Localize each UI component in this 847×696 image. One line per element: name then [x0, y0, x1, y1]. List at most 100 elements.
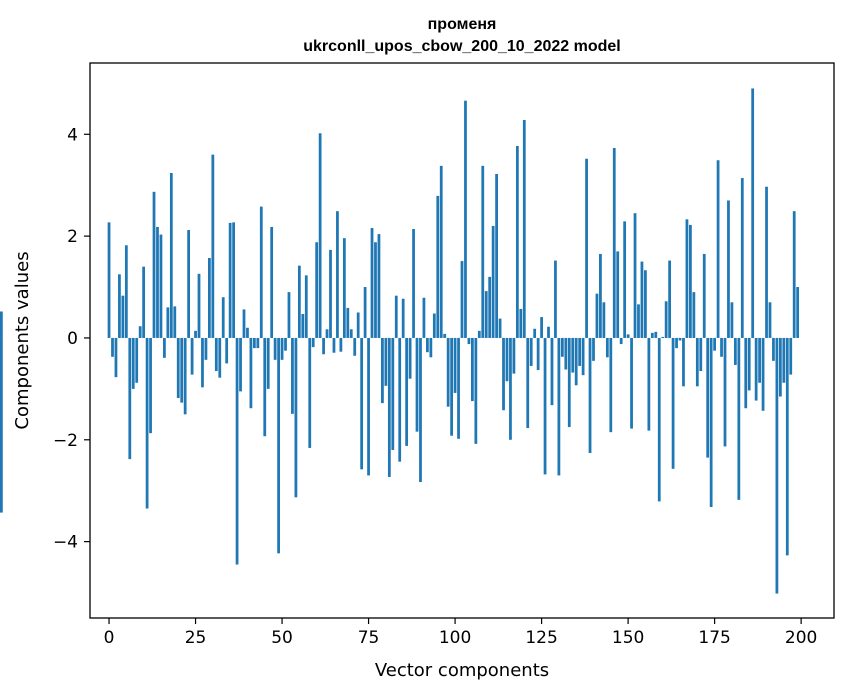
bar — [785, 337, 789, 556]
bar — [287, 292, 291, 338]
bar — [640, 261, 644, 338]
bar — [339, 337, 343, 352]
bar — [270, 226, 274, 338]
y-tick-label: 4 — [67, 125, 78, 145]
bar — [142, 266, 146, 338]
bar — [166, 307, 170, 338]
x-tick-label: 25 — [185, 628, 207, 648]
bar — [208, 258, 211, 338]
bar — [522, 120, 526, 338]
bar — [336, 211, 339, 338]
bar — [311, 337, 315, 348]
bar — [332, 337, 336, 353]
bar — [751, 88, 755, 338]
y-tick-label: 0 — [67, 329, 78, 349]
bar — [467, 337, 471, 345]
bar — [644, 270, 647, 338]
bar — [526, 337, 530, 429]
bar — [266, 337, 270, 389]
bar — [443, 333, 447, 338]
bar — [668, 260, 672, 338]
bar — [135, 337, 139, 383]
bar — [505, 337, 509, 382]
bar — [163, 337, 166, 358]
bar — [194, 330, 197, 338]
bar — [173, 306, 177, 338]
bar — [592, 337, 595, 361]
plot-frame — [89, 62, 835, 619]
bar — [432, 313, 436, 338]
bar — [439, 165, 443, 338]
bar — [733, 337, 737, 365]
bar — [650, 332, 654, 338]
bar — [381, 337, 384, 404]
bar — [529, 337, 533, 366]
bar — [754, 337, 758, 401]
bar — [571, 337, 575, 373]
chart-title-line-1: променя — [428, 16, 497, 33]
bar — [481, 165, 485, 338]
bar — [415, 337, 419, 432]
bar — [228, 222, 232, 338]
bar — [356, 312, 360, 338]
bar — [657, 337, 661, 502]
bar — [426, 337, 429, 353]
bar — [578, 337, 582, 366]
bar — [280, 337, 284, 360]
bar — [384, 337, 388, 386]
bar — [453, 337, 457, 393]
bar — [239, 337, 242, 392]
bar — [720, 337, 723, 357]
bar — [128, 337, 132, 460]
bar — [747, 337, 751, 391]
bar — [661, 336, 665, 338]
bar — [515, 146, 519, 338]
bar — [284, 337, 287, 351]
bar — [547, 326, 550, 338]
bar — [599, 253, 602, 338]
bar — [318, 133, 322, 338]
bar — [509, 337, 512, 440]
bar — [792, 211, 796, 338]
bar — [560, 337, 564, 357]
bar — [536, 337, 540, 371]
bar — [491, 225, 495, 338]
bar — [498, 318, 502, 338]
bar — [308, 337, 312, 448]
x-tick-label: 125 — [525, 628, 557, 648]
bar — [682, 337, 685, 387]
bar — [259, 206, 263, 338]
bar — [778, 337, 782, 397]
bar — [512, 337, 516, 374]
bar — [678, 337, 682, 341]
bar — [796, 287, 800, 338]
bar — [263, 337, 267, 437]
x-axis-label: Vector components — [375, 660, 549, 681]
bar — [214, 337, 218, 372]
bar — [325, 329, 329, 338]
bar — [190, 337, 194, 375]
bar — [727, 200, 730, 338]
x-tick-label: 150 — [612, 628, 644, 648]
bar — [370, 227, 374, 338]
bar — [789, 337, 793, 375]
bars-group — [0, 88, 800, 594]
bar — [685, 219, 689, 338]
bar — [464, 100, 467, 338]
bar — [695, 337, 699, 387]
bar — [605, 337, 609, 358]
bar — [180, 337, 184, 403]
bar — [297, 265, 301, 338]
bar — [588, 337, 592, 454]
bar — [654, 331, 658, 338]
bar — [138, 326, 142, 338]
x-tick-label: 200 — [785, 628, 817, 648]
bar — [346, 307, 350, 338]
bar — [775, 337, 779, 594]
bar — [671, 337, 675, 469]
bar — [723, 337, 727, 447]
bar — [567, 337, 571, 428]
bar — [211, 154, 215, 338]
x-tick-label: 0 — [104, 628, 115, 648]
